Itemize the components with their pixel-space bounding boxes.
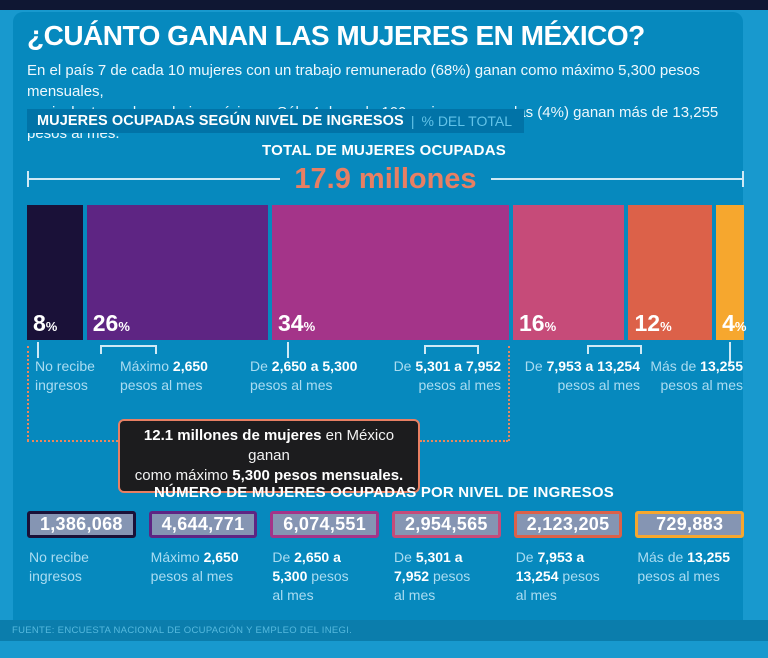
bar-percent-label: 16% (518, 310, 557, 336)
section-header-bar: MUJERES OCUPADAS SEGÚN NIVEL DE INGRESOS… (27, 109, 524, 133)
section-separator: | (410, 113, 415, 129)
connector-tick-3 (287, 342, 289, 358)
count-range-label-3: De 2,650 a 5,300 pesos al mes (272, 549, 349, 603)
dashed-bracket-bottom-left (27, 440, 118, 442)
dashed-bracket-left (27, 346, 29, 441)
number-labels-row: No recibe ingresos Máximo 2,650 pesos al me… (27, 548, 744, 605)
bar-segment-2: 26% (86, 205, 268, 340)
intro-line-1: En el país 7 de cada 10 mujeres con un t… (27, 62, 700, 100)
income-range-label-5: De 7,953 a 13,254 pesos al mes (524, 358, 640, 393)
income-range-label-2: Máximo 2,650 pesos al mes (120, 358, 208, 393)
income-range-label-3: De 2,650 a 5,300 pesos al mes (250, 358, 358, 393)
numbers-section-title: NÚMERO DE MUJERES OCUPADAS POR NIVEL DE … (154, 484, 614, 501)
bar-percent-label: 26% (92, 310, 130, 336)
income-range-label-4: De 5,301 a 7,952 pesos al mes (393, 358, 501, 393)
income-range-label-1: No recibe ingresos (35, 358, 95, 393)
count-range-label-1: No recibe ingresos (29, 549, 89, 584)
bracket-right-line (490, 178, 742, 180)
dashed-bracket-right (508, 346, 510, 441)
callout-box: 12.1 millones de mujeres en México ganan… (118, 419, 420, 493)
connector-tick-6 (729, 342, 731, 364)
bar-segment-5: 12% (628, 205, 713, 340)
income-bar-chart: 8% 26% 34% 16% 12% 4% (27, 205, 747, 340)
bar-segment-3: 34% (271, 205, 509, 340)
total-bracket: 17.9 millones (27, 164, 744, 194)
source-text: FUENTE: ENCUESTA NACIONAL DE OCUPACIÓN Y… (12, 625, 353, 636)
connector-tick-1 (37, 342, 39, 358)
page-title: ¿CUÁNTO GANAN LAS MUJERES EN MÉXICO? (27, 20, 645, 51)
number-boxes-row: 1,386,068 4,644,771 6,074,551 2,954,565 2,12… (27, 511, 745, 538)
dashed-bracket-bottom-right (420, 440, 508, 442)
connector-bracket-2 (100, 345, 157, 354)
bar-segment-4: 16% (512, 205, 625, 340)
women-count-box-4: 2,954,565 (392, 511, 501, 538)
top-border-strip (0, 0, 768, 10)
count-range-label-2: Máximo 2,650 pesos al mes (150, 549, 239, 584)
source-footer: FUENTE: ENCUESTA NACIONAL DE OCUPACIÓN Y… (0, 620, 768, 641)
connector-bracket-5 (587, 345, 642, 354)
count-range-label-6: Más de 13,255 pesos al mes (637, 549, 730, 584)
count-range-label-5: De 7,953 a 13,254 pesos al mes (515, 549, 600, 603)
count-range-label-4: De 5,301 a 7,952 pesos al mes (394, 549, 471, 603)
bar-segment-6: 4% (716, 205, 747, 340)
women-count-box-5: 2,123,205 (513, 511, 623, 538)
bar-percent-label: 12% (634, 310, 672, 336)
women-count-box-6: 729,883 (635, 511, 745, 538)
women-count-box-3: 6,074,551 (270, 511, 380, 538)
bar-percent-label: 8% (33, 310, 58, 336)
bracket-left-tick (27, 171, 29, 187)
bar-percent-label: 4% (722, 310, 747, 336)
income-range-label-6: Más de 13,255 pesos al mes (650, 358, 743, 393)
section-title: MUJERES OCUPADAS SEGÚN NIVEL DE INGRESOS (37, 113, 404, 129)
section-subtitle: % DEL TOTAL (421, 113, 512, 129)
bracket-right-tick (742, 171, 744, 187)
connector-bracket-4 (424, 345, 479, 354)
women-count-box-2: 4,644,771 (148, 511, 258, 538)
women-count-box-1: 1,386,068 (27, 511, 136, 538)
bracket-left-line (29, 178, 281, 180)
bar-segment-1: 8% (27, 205, 83, 340)
total-value: 17.9 millones (294, 163, 477, 195)
total-title: TOTAL DE MUJERES OCUPADAS (262, 142, 506, 159)
bar-percent-label: 34% (277, 310, 316, 336)
